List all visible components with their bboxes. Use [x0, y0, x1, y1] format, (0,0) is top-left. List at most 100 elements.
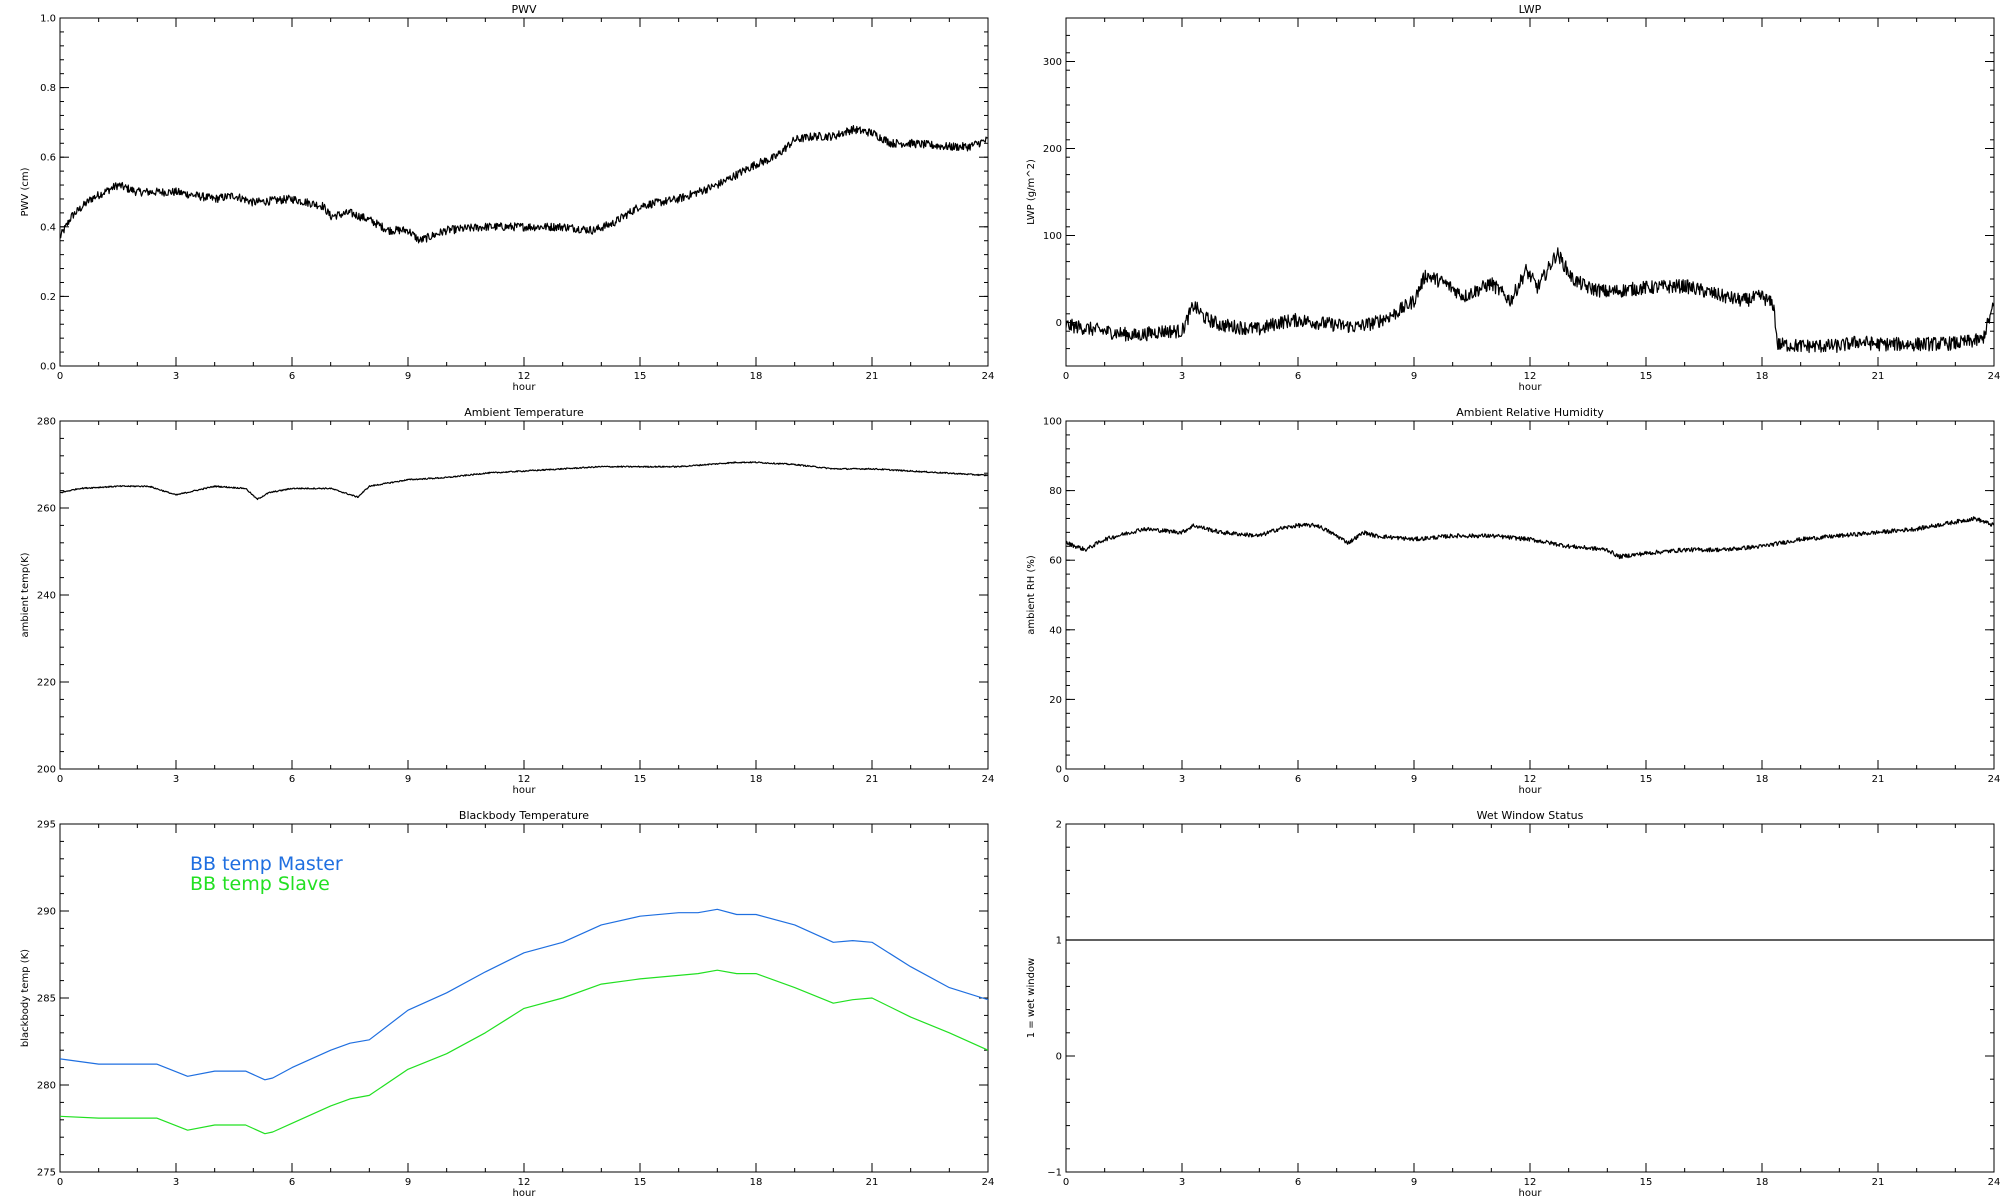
legend-entry: BB temp Slave	[190, 873, 330, 895]
x-tick-label: 0	[57, 774, 63, 785]
x-tick-label: 12	[1524, 774, 1537, 785]
x-tick-label: 3	[173, 1177, 179, 1188]
x-tick-label: 6	[1295, 371, 1301, 382]
series-line-ambient-relative-humidity	[1066, 516, 1994, 560]
series-line-pwv	[60, 125, 988, 244]
x-tick-label: 21	[866, 1177, 879, 1188]
chart-panel-ambient-relative-humidity: Ambient Relative Humidity 0 3 6 9 12 15 18 21 24 h…	[1026, 406, 2000, 796]
x-tick-label: 15	[1640, 774, 1653, 785]
y-tick-label: 100	[1043, 417, 1062, 428]
y-tick-label: 280	[37, 417, 56, 428]
y-tick-label: 40	[1049, 625, 1062, 636]
x-tick-label: 3	[173, 774, 179, 785]
x-tick-label: 6	[289, 1177, 295, 1188]
x-tick-label: 18	[750, 1177, 763, 1188]
x-tick-label: 21	[866, 774, 879, 785]
x-tick-label: 3	[1179, 774, 1185, 785]
x-tick-label: 9	[405, 371, 411, 382]
x-tick-label: 9	[1411, 1177, 1417, 1188]
x-tick-label: 9	[405, 1177, 411, 1188]
x-tick-label: 6	[289, 371, 295, 382]
x-tick-label: 18	[1756, 1177, 1769, 1188]
y-axis-label: LWP (g/m^2)	[1026, 159, 1037, 225]
y-tick-label: 0	[1056, 765, 1062, 776]
chart-title: PWV	[511, 3, 537, 16]
y-tick-label: −1	[1047, 1168, 1062, 1179]
x-tick-label: 24	[1988, 371, 2000, 382]
chart-title: Wet Window Status	[1477, 809, 1584, 822]
y-tick-label: 0.6	[40, 153, 56, 164]
x-tick-label: 12	[518, 774, 531, 785]
chart-panel-blackbody-temperature: Blackbody Temperature 0 3 6 9 12 15 18 21 24 hour 2…	[20, 809, 994, 1199]
x-axis-label: hour	[1519, 1188, 1543, 1199]
y-tick-label: 200	[37, 765, 56, 776]
y-tick-label: 0.8	[40, 83, 56, 94]
x-tick-label: 18	[750, 371, 763, 382]
x-axis-label: hour	[513, 785, 537, 796]
y-tick-label: 285	[37, 994, 56, 1005]
y-axis-label: ambient RH (%)	[1026, 555, 1037, 635]
x-tick-label: 0	[1063, 1177, 1069, 1188]
y-tick-label: 60	[1049, 556, 1062, 567]
y-tick-label: 0	[1056, 1052, 1062, 1063]
y-tick-label: 280	[37, 1081, 56, 1092]
x-tick-label: 15	[1640, 1177, 1653, 1188]
chart-title: LWP	[1519, 3, 1542, 16]
y-tick-label: 200	[1043, 144, 1062, 155]
x-tick-label: 15	[1640, 371, 1653, 382]
y-tick-label: 20	[1049, 695, 1062, 706]
series-line-lwp	[1066, 247, 1994, 354]
y-axis-label: blackbody temp (K)	[20, 949, 31, 1047]
legend-entry: BB temp Master	[190, 853, 343, 875]
y-tick-label: 1	[1056, 936, 1062, 947]
x-tick-label: 0	[57, 1177, 63, 1188]
x-tick-label: 15	[634, 774, 647, 785]
chart-title: Ambient Temperature	[464, 406, 584, 419]
y-tick-label: 295	[37, 820, 56, 831]
x-tick-label: 3	[1179, 1177, 1185, 1188]
x-tick-label: 24	[1988, 1177, 2000, 1188]
y-tick-label: 1.0	[40, 14, 56, 25]
x-axis-label: hour	[513, 382, 537, 393]
x-tick-label: 3	[173, 371, 179, 382]
plot-frame	[1065, 420, 1995, 770]
y-tick-label: 240	[37, 591, 56, 602]
y-tick-label: 300	[1043, 57, 1062, 68]
y-tick-label: 0.4	[40, 222, 56, 233]
x-tick-label: 21	[866, 371, 879, 382]
x-tick-label: 9	[1411, 371, 1417, 382]
plot-frame	[59, 17, 989, 367]
y-tick-label: 2	[1056, 820, 1062, 831]
series-line-ambient-temperature	[60, 461, 988, 501]
x-tick-label: 6	[289, 774, 295, 785]
x-tick-label: 24	[982, 1177, 995, 1188]
chart-panel-lwp: LWP 0 3 6 9 12 15 18 21 24 hour 0 100 200 300 LWP (g/m^…	[1026, 3, 2000, 393]
x-tick-label: 21	[1872, 371, 1885, 382]
x-tick-label: 9	[1411, 774, 1417, 785]
x-tick-label: 6	[1295, 1177, 1301, 1188]
x-tick-label: 21	[1872, 774, 1885, 785]
x-tick-label: 21	[1872, 1177, 1885, 1188]
x-tick-label: 15	[634, 1177, 647, 1188]
x-axis-label: hour	[513, 1188, 537, 1199]
x-tick-label: 15	[634, 371, 647, 382]
y-tick-label: 100	[1043, 231, 1062, 242]
series-line-bb-temp-slave	[60, 969, 988, 1135]
y-axis-label: PWV (cm)	[20, 167, 31, 216]
x-tick-label: 0	[1063, 774, 1069, 785]
x-tick-label: 12	[518, 1177, 531, 1188]
x-tick-label: 24	[982, 371, 995, 382]
plot-frame	[59, 420, 989, 770]
y-tick-label: 260	[37, 504, 56, 515]
x-tick-label: 18	[1756, 774, 1769, 785]
x-tick-label: 9	[405, 774, 411, 785]
x-tick-label: 12	[1524, 371, 1537, 382]
x-tick-label: 24	[1988, 774, 2000, 785]
y-tick-label: 0.2	[40, 292, 56, 303]
chart-title: Blackbody Temperature	[459, 809, 589, 822]
x-tick-label: 24	[982, 774, 995, 785]
x-axis-label: hour	[1519, 785, 1543, 796]
plot-frame	[1065, 823, 1995, 1173]
